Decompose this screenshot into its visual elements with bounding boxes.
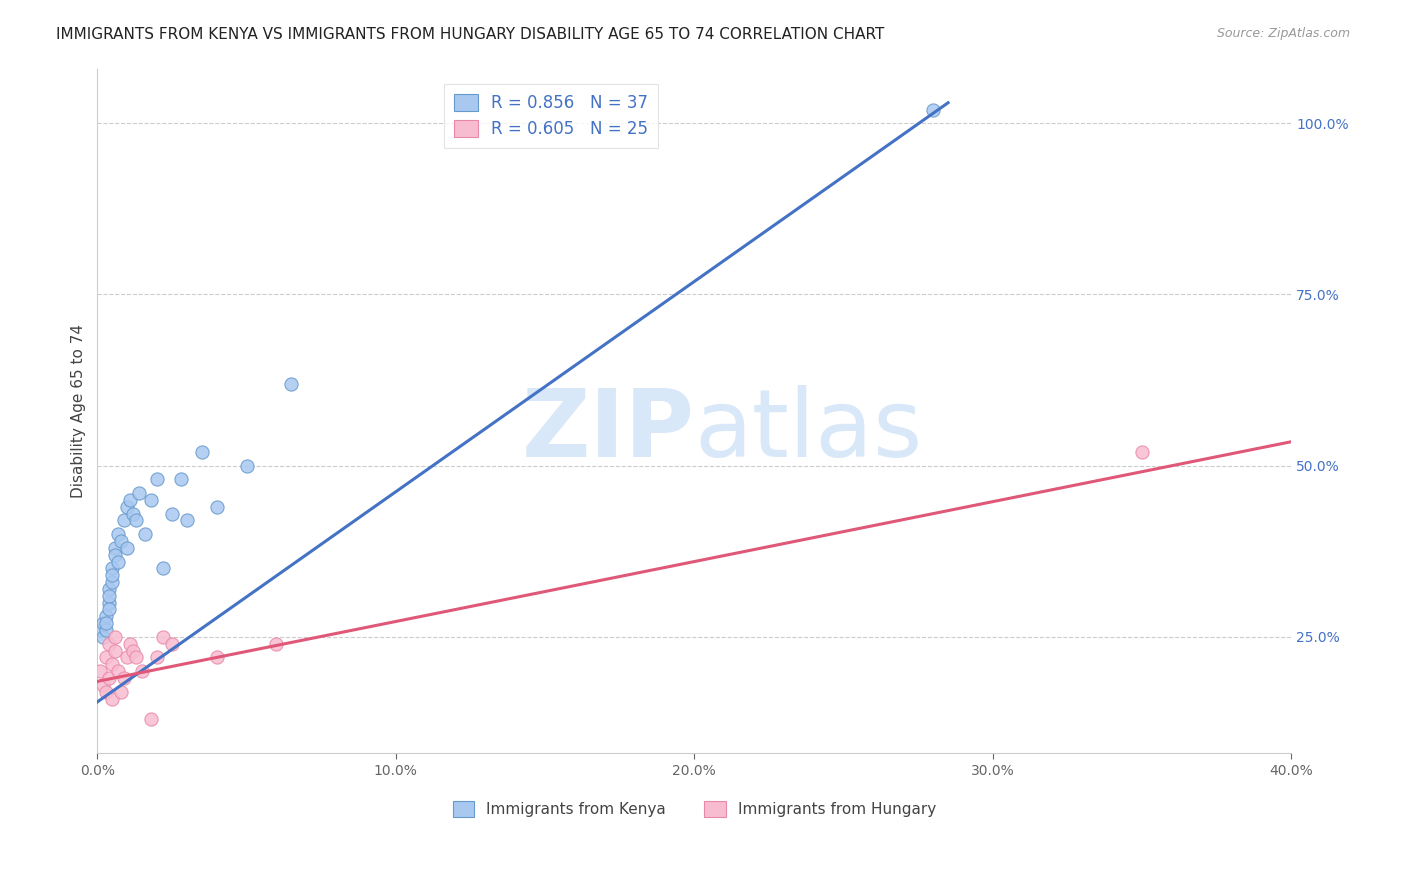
Point bbox=[107, 555, 129, 569]
Point bbox=[101, 691, 124, 706]
Point bbox=[235, 458, 257, 473]
Point bbox=[160, 637, 183, 651]
Point bbox=[101, 561, 124, 575]
Point bbox=[96, 609, 118, 624]
Point bbox=[125, 650, 148, 665]
Point bbox=[120, 637, 142, 651]
Point bbox=[104, 643, 127, 657]
Point bbox=[146, 650, 169, 665]
Point bbox=[104, 548, 127, 562]
Text: IMMIGRANTS FROM KENYA VS IMMIGRANTS FROM HUNGARY DISABILITY AGE 65 TO 74 CORRELA: IMMIGRANTS FROM KENYA VS IMMIGRANTS FROM… bbox=[56, 27, 884, 42]
Point bbox=[96, 616, 118, 631]
Point bbox=[101, 568, 124, 582]
Point bbox=[89, 623, 111, 637]
Legend: Immigrants from Kenya, Immigrants from Hungary: Immigrants from Kenya, Immigrants from H… bbox=[447, 795, 942, 823]
Text: ZIP: ZIP bbox=[522, 385, 695, 477]
Point bbox=[110, 534, 132, 549]
Point bbox=[91, 678, 114, 692]
Point bbox=[125, 513, 148, 527]
Point bbox=[128, 486, 150, 500]
Point bbox=[205, 650, 228, 665]
Text: Source: ZipAtlas.com: Source: ZipAtlas.com bbox=[1216, 27, 1350, 40]
Point bbox=[146, 472, 169, 486]
Point bbox=[280, 376, 302, 391]
Point bbox=[120, 492, 142, 507]
Point bbox=[134, 527, 156, 541]
Point bbox=[107, 527, 129, 541]
Point bbox=[152, 561, 174, 575]
Point bbox=[101, 575, 124, 590]
Point bbox=[112, 671, 135, 685]
Point bbox=[115, 650, 138, 665]
Text: atlas: atlas bbox=[695, 385, 922, 477]
Point bbox=[101, 657, 124, 672]
Point bbox=[98, 596, 121, 610]
Point bbox=[96, 684, 118, 698]
Point bbox=[107, 664, 129, 678]
Point bbox=[98, 602, 121, 616]
Y-axis label: Disability Age 65 to 74: Disability Age 65 to 74 bbox=[72, 324, 86, 498]
Point bbox=[98, 589, 121, 603]
Point bbox=[91, 630, 114, 644]
Point bbox=[131, 664, 153, 678]
Point bbox=[110, 684, 132, 698]
Point bbox=[98, 671, 121, 685]
Point bbox=[98, 582, 121, 596]
Point bbox=[89, 664, 111, 678]
Point bbox=[96, 623, 118, 637]
Point bbox=[176, 513, 198, 527]
Point bbox=[91, 616, 114, 631]
Point bbox=[922, 103, 945, 117]
Point bbox=[139, 492, 162, 507]
Point bbox=[96, 650, 118, 665]
Point bbox=[191, 445, 214, 459]
Point bbox=[98, 637, 121, 651]
Point bbox=[205, 500, 228, 514]
Point bbox=[152, 630, 174, 644]
Point bbox=[115, 541, 138, 555]
Point bbox=[170, 472, 193, 486]
Point bbox=[122, 643, 145, 657]
Point bbox=[122, 507, 145, 521]
Point bbox=[115, 500, 138, 514]
Point bbox=[139, 712, 162, 726]
Point bbox=[266, 637, 288, 651]
Point bbox=[112, 513, 135, 527]
Point bbox=[160, 507, 183, 521]
Point bbox=[1130, 445, 1153, 459]
Point bbox=[104, 630, 127, 644]
Point bbox=[104, 541, 127, 555]
